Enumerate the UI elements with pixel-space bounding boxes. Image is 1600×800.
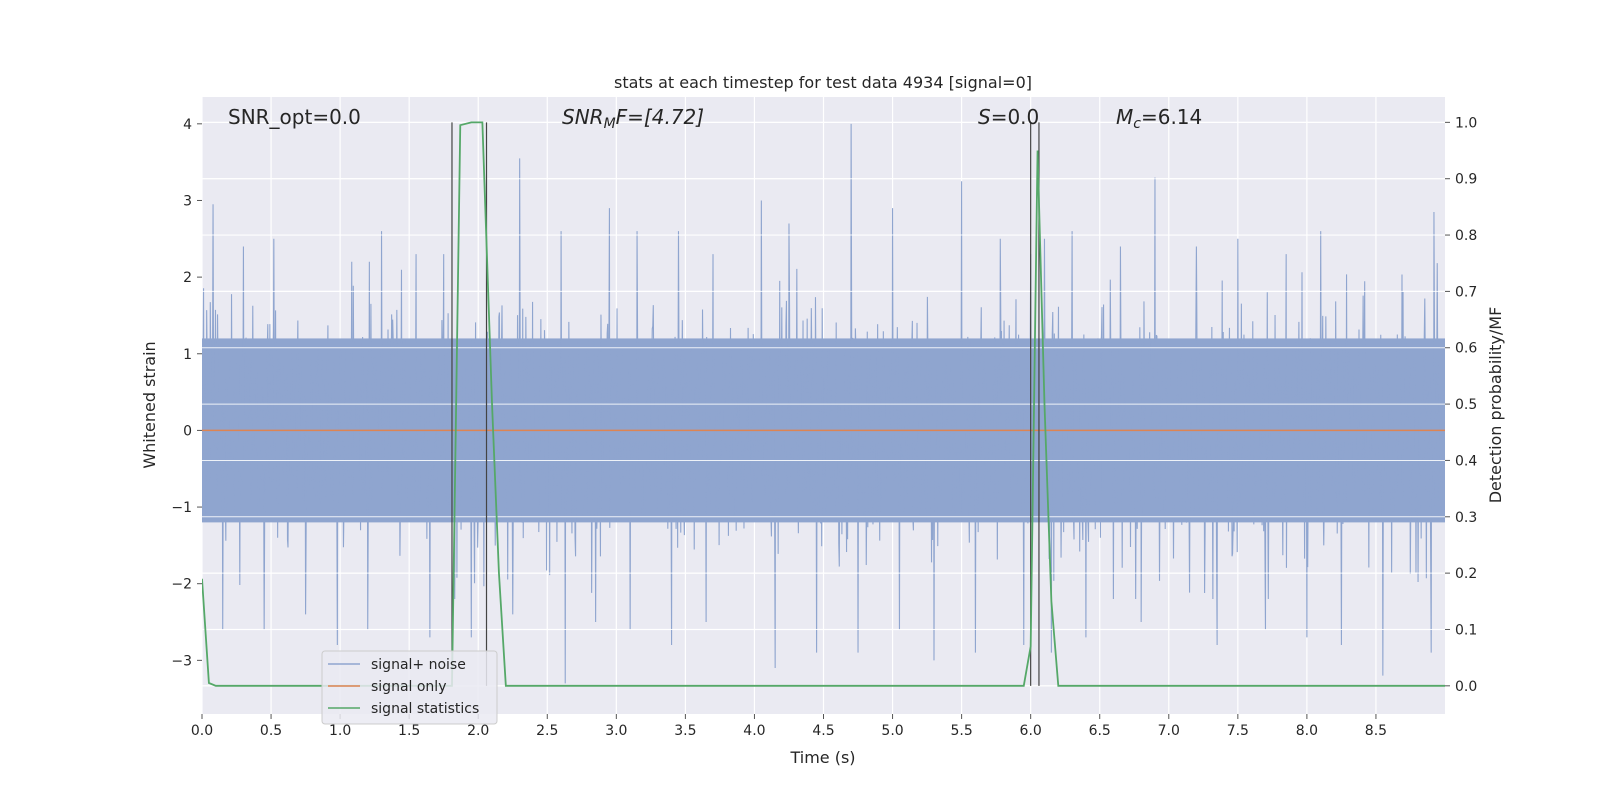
y-tick-label: −3	[171, 653, 192, 669]
legend-label-signal-statistics: signal statistics	[371, 701, 479, 717]
y-axis-ticks: −3 −2 −1 0 1 2 3 4	[171, 117, 202, 669]
x-tick-label: 7.5	[1227, 723, 1249, 739]
x-tick-label: 8.5	[1365, 723, 1387, 739]
y-right-tick-label: 0.8	[1455, 228, 1477, 244]
x-tick-label: 3.5	[674, 723, 696, 739]
y-right-tick-label: 0.3	[1455, 510, 1477, 526]
y-right-tick-label: 1.0	[1455, 115, 1477, 131]
x-tick-label: 7.0	[1158, 723, 1180, 739]
y-right-tick-label: 0.4	[1455, 453, 1477, 469]
y-axis-right-label: Detection probability/MF	[1486, 307, 1505, 504]
legend-label-signal-noise: signal+ noise	[371, 657, 466, 673]
x-tick-label: 5.0	[881, 723, 903, 739]
annotation-snr-mf: SNRMF=[4.72]	[562, 105, 704, 132]
x-tick-label: 6.5	[1089, 723, 1111, 739]
y-tick-label: 1	[183, 347, 192, 363]
y-tick-label: −1	[171, 500, 192, 516]
x-tick-label: 0.0	[191, 723, 213, 739]
y-right-tick-label: 0.1	[1455, 622, 1477, 638]
x-tick-label: 2.5	[536, 723, 558, 739]
x-tick-label: 3.0	[605, 723, 627, 739]
annotation-snr-opt: SNR_opt=0.0	[228, 105, 361, 129]
y-right-tick-label: 0.2	[1455, 566, 1477, 582]
y-right-tick-label: 0.5	[1455, 397, 1477, 413]
y-tick-label: 3	[183, 193, 192, 209]
x-tick-label: 5.5	[950, 723, 972, 739]
legend: signal+ noise signal only signal statist…	[321, 650, 498, 725]
x-tick-label: 4.5	[812, 723, 834, 739]
signal-noise-line	[202, 123, 1445, 684]
x-axis-label: Time (s)	[789, 748, 855, 767]
annotation-s: S=0.0	[978, 105, 1039, 129]
x-tick-label: 0.5	[260, 723, 282, 739]
x-tick-label: 8.0	[1296, 723, 1318, 739]
x-tick-label: 4.0	[743, 723, 765, 739]
x-tick-label: 6.0	[1020, 723, 1042, 739]
y-tick-label: 2	[183, 270, 192, 286]
x-tick-label: 1.5	[398, 723, 420, 739]
y-tick-label: −2	[171, 577, 192, 593]
legend-box	[321, 650, 498, 725]
legend-label-signal-only: signal only	[371, 679, 446, 695]
y-tick-label: 0	[183, 423, 192, 439]
chart-title: stats at each timestep for test data 493…	[614, 73, 1032, 92]
y-tick-label: 4	[183, 117, 192, 133]
y-axis-right-ticks: 0.0 0.1 0.2 0.3 0.4 0.5 0.6 0.7 0.8 0.9 1.0	[1445, 115, 1477, 695]
y-right-tick-label: 0.7	[1455, 284, 1477, 300]
y-right-tick-label: 0.9	[1455, 172, 1477, 188]
y-right-tick-label: 0.6	[1455, 341, 1477, 357]
y-right-tick-label: 0.0	[1455, 679, 1477, 695]
annotation-mc: Mc=6.14	[1116, 105, 1202, 132]
x-tick-label: 2.0	[467, 723, 489, 739]
y-axis-label: Whitened strain	[140, 341, 159, 468]
x-axis-ticks: 0.0 0.5 1.0 1.5 2.0 2.5 3.0 3.5 4.0 4.5 5.0 5.5 6.0 6…	[191, 714, 1387, 739]
x-tick-label: 1.0	[329, 723, 351, 739]
